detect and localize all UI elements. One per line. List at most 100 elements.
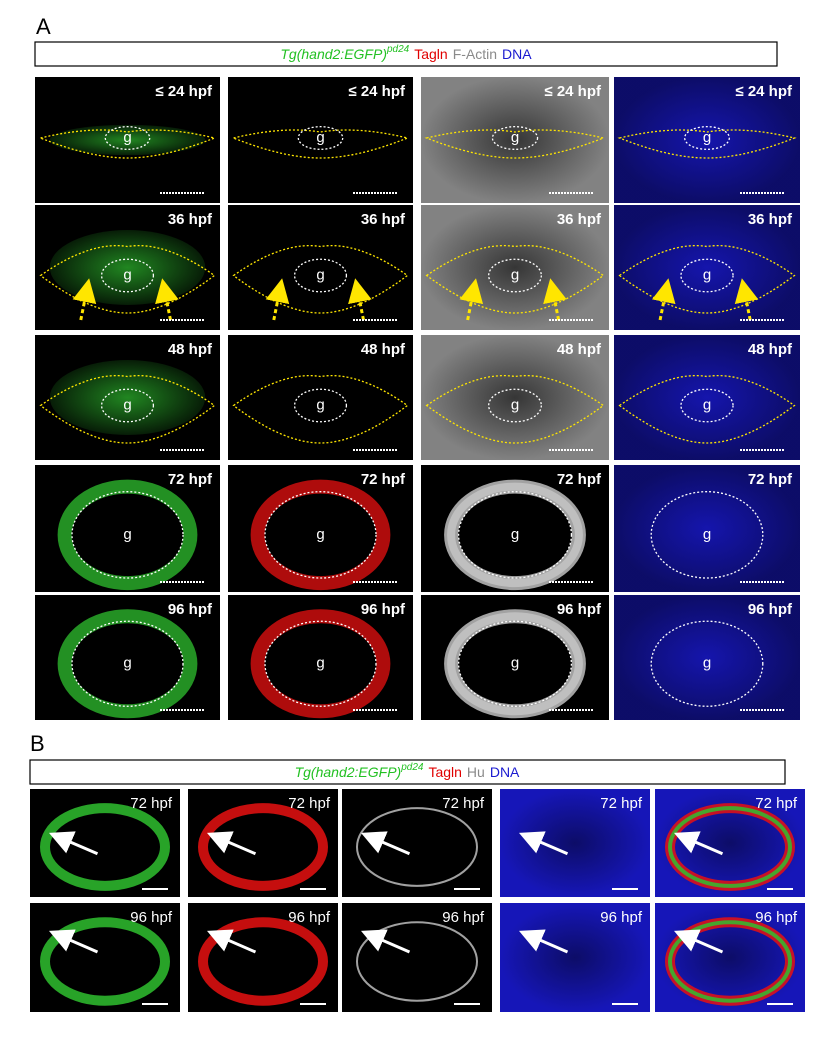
stage-label: 36 hpf bbox=[557, 211, 602, 228]
micrograph: g ≤ 24 hpf bbox=[35, 77, 220, 203]
arrow bbox=[519, 929, 569, 954]
stage-label: 72 hpf bbox=[600, 795, 643, 812]
gut-label: g bbox=[511, 129, 519, 146]
stage-label: ≤ 24 hpf bbox=[735, 83, 793, 100]
legend-allele: pd24 bbox=[386, 44, 410, 55]
gut-outline bbox=[100, 258, 155, 293]
gut-outline bbox=[264, 620, 377, 707]
gut-label: g bbox=[703, 396, 711, 413]
arrow bbox=[361, 929, 411, 954]
stage-label: 72 hpf bbox=[361, 471, 406, 488]
micrograph: 96 hpf bbox=[655, 903, 805, 1012]
arrow bbox=[651, 278, 676, 321]
micrograph: 72 hpf bbox=[655, 789, 805, 897]
micrograph: 96 hpf bbox=[30, 903, 180, 1012]
signal bbox=[57, 609, 198, 719]
signal bbox=[421, 335, 609, 460]
stage-label: 72 hpf bbox=[748, 471, 793, 488]
stage-label: 96 hpf bbox=[168, 601, 213, 618]
stage-label: 48 hpf bbox=[168, 341, 213, 358]
gut-label: g bbox=[511, 526, 519, 543]
signal bbox=[40, 917, 170, 1006]
stage-label: 96 hpf bbox=[130, 909, 173, 926]
signal bbox=[447, 482, 583, 588]
signal bbox=[500, 903, 650, 1012]
micrograph: g 96 hpf bbox=[35, 595, 220, 720]
gut-outline bbox=[264, 491, 377, 579]
micrograph: g 72 hpf bbox=[614, 465, 800, 592]
mesoderm-outline bbox=[424, 129, 606, 159]
gut-outline bbox=[488, 388, 542, 423]
arrow bbox=[518, 831, 569, 856]
stage-label: ≤ 24 hpf bbox=[155, 83, 213, 100]
stage-label: 48 hpf bbox=[361, 341, 406, 358]
micrograph: 72 hpf bbox=[500, 789, 650, 897]
gut-label: g bbox=[316, 526, 324, 543]
stage-label: 96 hpf bbox=[557, 601, 602, 618]
stage-label: 72 hpf bbox=[442, 795, 485, 812]
gut-outline bbox=[650, 620, 764, 707]
micrograph: g 48 hpf bbox=[421, 335, 609, 460]
gut-outline bbox=[457, 491, 573, 579]
gut-label: g bbox=[511, 655, 519, 672]
gut-outline bbox=[680, 388, 734, 423]
stage-label: 72 hpf bbox=[130, 795, 173, 812]
image-bg bbox=[228, 77, 413, 203]
signal bbox=[356, 921, 478, 1002]
micrograph: 96 hpf bbox=[188, 903, 338, 1012]
gut-outline bbox=[488, 258, 542, 293]
signal bbox=[614, 205, 800, 330]
arrow bbox=[674, 929, 724, 954]
stage-label: 72 hpf bbox=[557, 471, 602, 488]
legend: Tg(hand2:EGFP)pd24 Tagln Hu DNA bbox=[295, 762, 520, 780]
micrograph: 96 hpf bbox=[500, 903, 650, 1012]
signal bbox=[614, 595, 800, 720]
signal bbox=[250, 609, 391, 719]
arrow bbox=[348, 278, 372, 321]
gut-outline bbox=[293, 258, 348, 293]
arrow bbox=[155, 278, 179, 321]
signal bbox=[421, 205, 609, 330]
micrograph: g 72 hpf bbox=[228, 465, 413, 592]
gut-label: g bbox=[703, 129, 711, 146]
signal bbox=[447, 612, 583, 716]
gut-label: g bbox=[511, 396, 519, 413]
gut-label: g bbox=[316, 266, 324, 283]
stage-label: 72 hpf bbox=[755, 795, 798, 812]
gut-label: g bbox=[316, 129, 324, 146]
legend-marker: Hu bbox=[467, 764, 485, 780]
signal bbox=[614, 335, 800, 460]
stage-label: 36 hpf bbox=[361, 211, 406, 228]
stage-label: ≤ 24 hpf bbox=[544, 83, 602, 100]
micrograph: g ≤ 24 hpf bbox=[614, 77, 800, 203]
micrograph: g 36 hpf bbox=[614, 205, 800, 330]
stage-label: 72 hpf bbox=[168, 471, 213, 488]
mesoderm-outline bbox=[617, 129, 797, 159]
signal bbox=[356, 807, 478, 887]
signal bbox=[198, 917, 328, 1006]
gut-label: g bbox=[703, 655, 711, 672]
micrograph: g 96 hpf bbox=[614, 595, 800, 720]
gut-outline bbox=[491, 126, 539, 150]
signal bbox=[57, 479, 198, 591]
legend-box bbox=[29, 759, 786, 785]
arrow bbox=[206, 831, 257, 856]
legend-marker: F-Actin bbox=[453, 46, 497, 62]
image-bg bbox=[342, 903, 492, 1012]
micrograph: g 48 hpf bbox=[614, 335, 800, 460]
micrograph: g ≤ 24 hpf bbox=[228, 77, 413, 203]
legend-reporter: Tg(hand2:EGFP) bbox=[280, 46, 387, 62]
stage-label: 36 hpf bbox=[168, 211, 213, 228]
mesoderm-outline bbox=[618, 245, 796, 314]
gut-label: g bbox=[123, 266, 131, 283]
mesoderm-outline bbox=[38, 129, 217, 159]
micrograph: g 48 hpf bbox=[228, 335, 413, 460]
stage-label: 48 hpf bbox=[748, 341, 793, 358]
legend-box bbox=[34, 41, 778, 67]
micrograph: g 96 hpf bbox=[421, 595, 609, 720]
gut-label: g bbox=[511, 266, 519, 283]
legend-marker: Tagln bbox=[414, 46, 447, 62]
stage-label: ≤ 24 hpf bbox=[348, 83, 406, 100]
gut-outline bbox=[297, 126, 344, 150]
panel-label: B bbox=[30, 731, 45, 756]
